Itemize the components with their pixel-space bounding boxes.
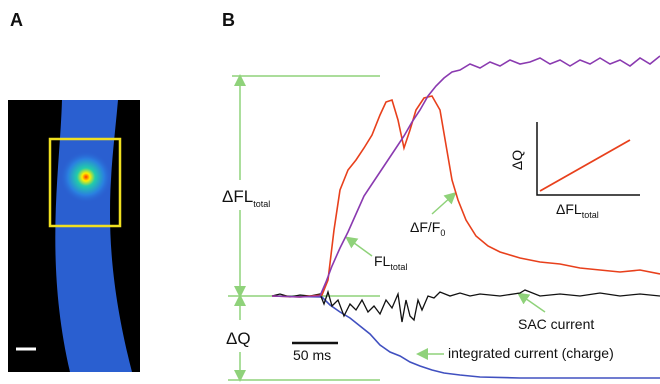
label-subscript: 0 xyxy=(440,228,445,238)
dff-label: ΔF/F0 xyxy=(410,219,445,238)
integrated-current-trace xyxy=(272,296,660,378)
inset-x-label: ΔFLtotal xyxy=(556,201,599,220)
figure: A B 50 ms ΔFLtotal ΔQ FLtotal ΔF/F0 SAC … xyxy=(0,0,660,384)
delta-fl-total-label: ΔFLtotal xyxy=(222,187,270,209)
fluorescence-spot xyxy=(60,151,112,203)
dff-trace xyxy=(272,96,660,297)
integrated-current-label: integrated current (charge) xyxy=(448,345,614,361)
label-main: ΔFL xyxy=(222,187,253,206)
arrow xyxy=(432,196,452,214)
arrow xyxy=(350,240,372,256)
time-scale-label: 50 ms xyxy=(293,347,331,363)
sac-current-label: SAC current xyxy=(518,316,594,332)
label-main: ΔF/F xyxy=(410,219,440,235)
panel-label: B xyxy=(222,10,235,30)
fl-total-label: FLtotal xyxy=(374,253,407,272)
panel-label: A xyxy=(10,10,23,30)
label-subscript: total xyxy=(582,210,599,220)
label-subscript: total xyxy=(253,199,270,209)
inset-fit-line xyxy=(540,140,630,191)
label-subscript: total xyxy=(390,262,407,272)
label-main: ΔFL xyxy=(556,201,582,217)
delta-q-label: ΔQ xyxy=(226,329,251,348)
arrow xyxy=(522,296,545,312)
inset-y-label: ΔQ xyxy=(509,150,525,170)
label-main: FL xyxy=(374,253,391,269)
